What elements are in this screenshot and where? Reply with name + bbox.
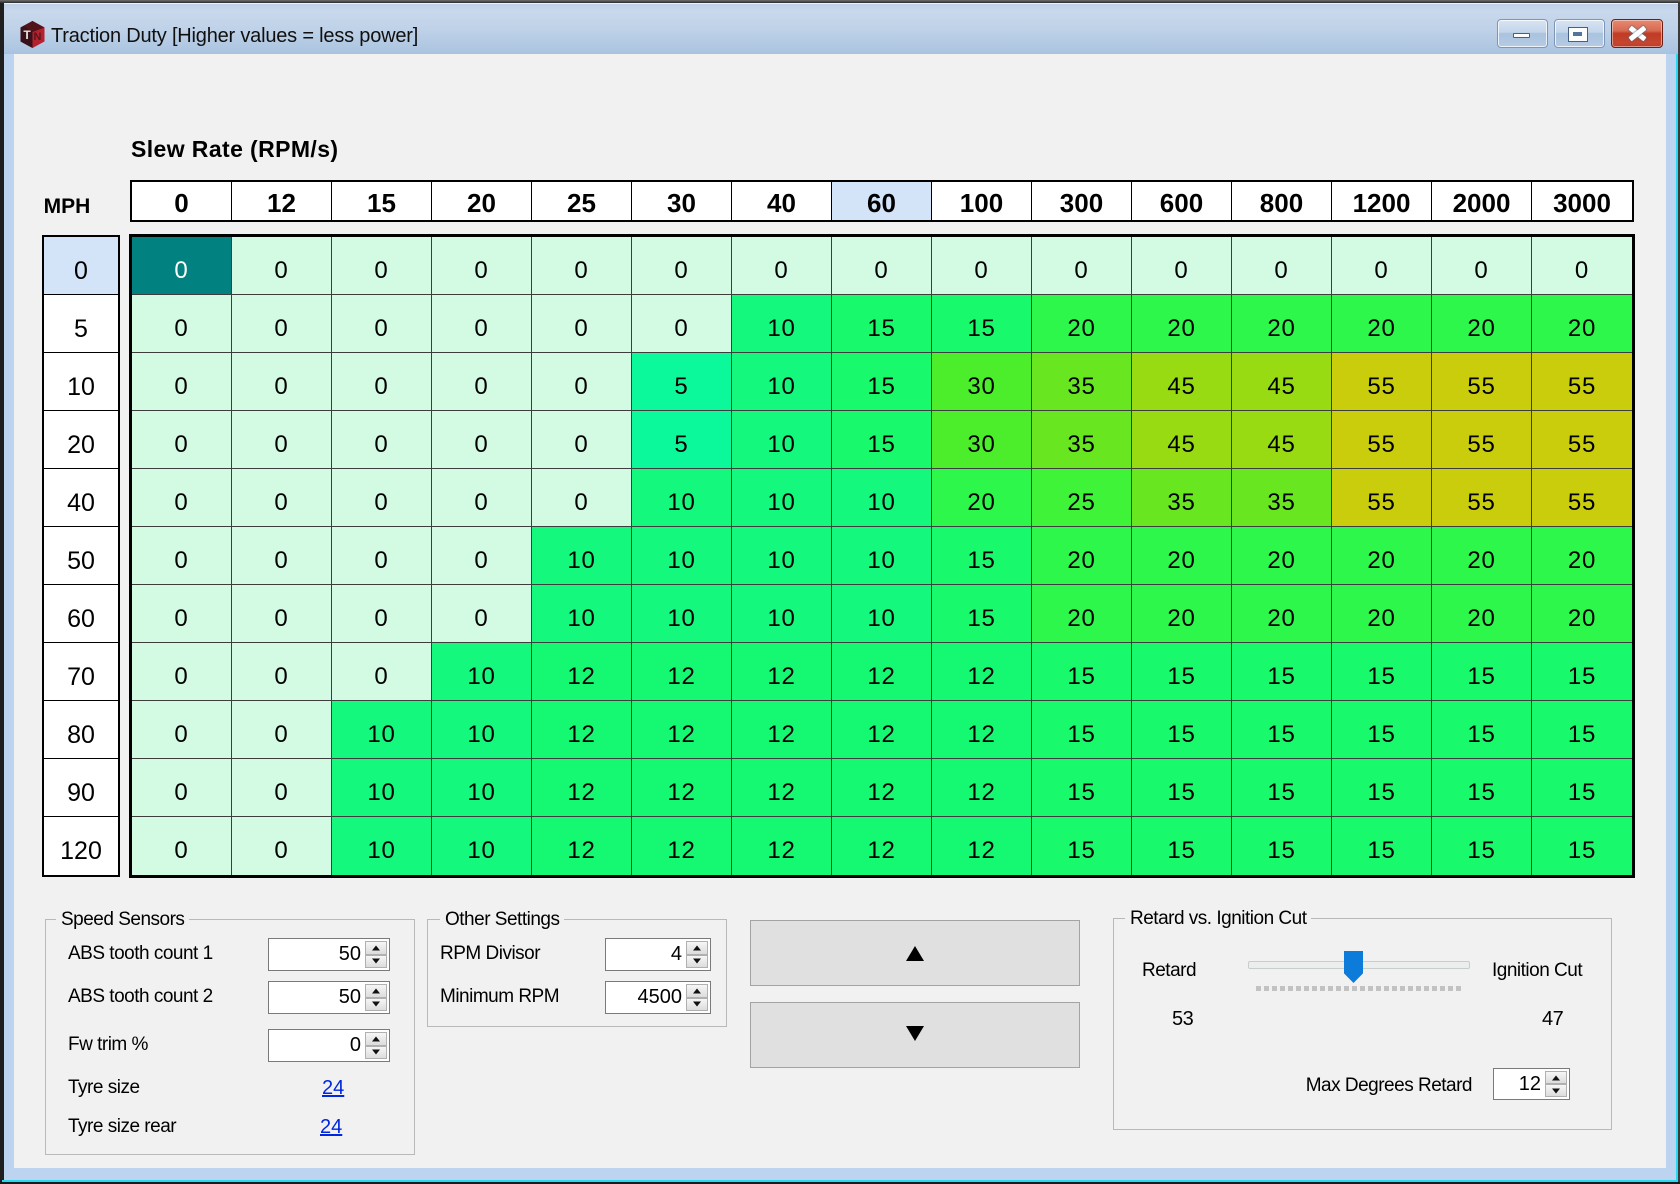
svg-text:T: T (23, 28, 31, 42)
svg-text:N: N (34, 31, 42, 43)
